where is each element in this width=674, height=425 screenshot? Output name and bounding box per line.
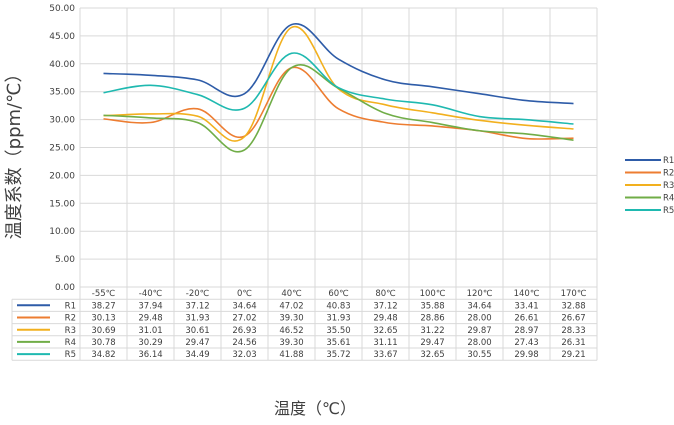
x-tick-label: 140℃ (514, 289, 540, 299)
y-tick-label: 35.00 (49, 88, 75, 98)
table-cell: 39.30 (279, 338, 303, 348)
table-cell: 24.56 (232, 338, 256, 348)
table-cell: 34.64 (232, 301, 256, 311)
table-cell: 26.31 (561, 338, 585, 348)
y-tick-labels: 0.00 5.00 10.00 15.00 20.00 25.00 30.00 35.00 40… (49, 4, 75, 293)
x-axis-label: 温度（℃） (274, 399, 356, 418)
table-cell: 29.21 (561, 350, 585, 360)
table-cell: 46.52 (279, 326, 303, 336)
table-cell: 34.64 (467, 301, 491, 311)
x-tick-label: 120℃ (467, 289, 493, 299)
table-cell: 26.67 (561, 314, 585, 324)
x-tick-label: -40℃ (139, 289, 163, 299)
series-line-r4 (103, 64, 574, 153)
table-cell: 26.93 (232, 326, 256, 336)
table-cell: 34.82 (91, 350, 115, 360)
x-tick-label: 0℃ (237, 289, 252, 299)
y-tick-label: 45.00 (49, 32, 75, 42)
table-cell: 30.61 (185, 326, 209, 336)
table-cell: 29.47 (420, 338, 444, 348)
table-cell: 31.93 (185, 314, 209, 324)
y-tick-label: 30.00 (49, 116, 75, 126)
series-line-r3 (103, 25, 574, 142)
y-tick-label: 50.00 (49, 4, 75, 14)
x-tick-label: 100℃ (420, 289, 446, 299)
table-cell: 28.00 (467, 314, 491, 324)
table-cell: 41.88 (279, 350, 303, 360)
table-cell: 30.13 (91, 314, 115, 324)
table-cell: 33.41 (514, 301, 538, 311)
table-cell: 29.48 (138, 314, 162, 324)
y-tick-label: 15.00 (49, 199, 75, 209)
table-cell: 39.30 (279, 314, 303, 324)
legend-label: R4 (663, 194, 674, 204)
table-cell: 30.78 (91, 338, 115, 348)
table-cell: 32.65 (420, 350, 444, 360)
series-line-r5 (103, 52, 574, 125)
table-cell: 37.12 (185, 301, 209, 311)
table-cell: 28.97 (514, 326, 538, 336)
table-cell: 29.87 (467, 326, 491, 336)
table-cell: 32.03 (232, 350, 256, 360)
legend-label: R5 (663, 206, 674, 216)
y-tick-label: 0.00 (55, 283, 75, 293)
table-cell: 35.72 (326, 350, 350, 360)
table-cell: 28.86 (420, 314, 444, 324)
table-cell: 27.43 (514, 338, 538, 348)
table-cell: 28.00 (467, 338, 491, 348)
table-cell: 29.48 (373, 314, 397, 324)
x-tick-label: -20℃ (186, 289, 210, 299)
x-tick-label: -55℃ (92, 289, 116, 299)
table-cell: 47.02 (279, 301, 303, 311)
legend: R1 R2 R3 R4 R5 (625, 156, 674, 216)
table-cell: 30.29 (138, 338, 162, 348)
legend-label: R1 (663, 156, 674, 166)
table-cell: 31.01 (138, 326, 162, 336)
table-cell: 35.50 (326, 326, 350, 336)
y-tick-label: 20.00 (49, 171, 75, 181)
y-axis-label: 温度系数（ppm/℃） (4, 65, 25, 240)
table-cell: 26.61 (514, 314, 538, 324)
table-cell: 29.47 (185, 338, 209, 348)
x-tick-label: 80℃ (375, 289, 396, 299)
table-cell: 32.65 (373, 326, 397, 336)
legend-label: R3 (663, 181, 674, 191)
table-cell: 37.12 (373, 301, 397, 311)
table-series-label: R1 (65, 301, 76, 311)
table-series-label: R3 (65, 326, 76, 336)
y-tick-label: 5.00 (55, 255, 75, 265)
table-cell: 37.94 (138, 301, 162, 311)
table-cell: 31.93 (326, 314, 350, 324)
gridlines (79, 7, 598, 361)
y-tick-label: 40.00 (49, 60, 75, 70)
data-table: -55℃ -40℃ -20℃ 0℃ 40℃ 60℃ 80℃ 100℃ 120℃ 140℃ 170℃ R… (11, 286, 597, 361)
table-cell: 30.69 (91, 326, 115, 336)
table-cell: 31.22 (420, 326, 444, 336)
table-cell: 28.33 (561, 326, 585, 336)
table-cell: 29.98 (514, 350, 538, 360)
table-series-label: R5 (65, 350, 76, 360)
legend-label: R2 (663, 169, 674, 179)
table-series-label: R4 (65, 338, 76, 348)
table-cell: 38.27 (91, 301, 115, 311)
table-cell: 36.14 (138, 350, 162, 360)
x-tick-label: 170℃ (561, 289, 587, 299)
table-cell: 35.88 (420, 301, 444, 311)
table-cell: 32.88 (561, 301, 585, 311)
table-cell: 31.11 (373, 338, 397, 348)
x-tick-label: 60℃ (328, 289, 349, 299)
table-cell: 34.49 (185, 350, 209, 360)
y-tick-label: 25.00 (49, 144, 75, 154)
table-series-label: R2 (65, 314, 76, 324)
table-cell: 35.61 (326, 338, 350, 348)
series-line-r1 (103, 23, 574, 105)
x-tick-label: 40℃ (281, 289, 302, 299)
table-cell: 27.02 (232, 314, 256, 324)
series-lines (103, 23, 574, 153)
y-tick-label: 10.00 (49, 227, 75, 237)
table-cell: 40.83 (326, 301, 350, 311)
table-cell: 33.67 (373, 350, 397, 360)
table-cell: 30.55 (467, 350, 491, 360)
